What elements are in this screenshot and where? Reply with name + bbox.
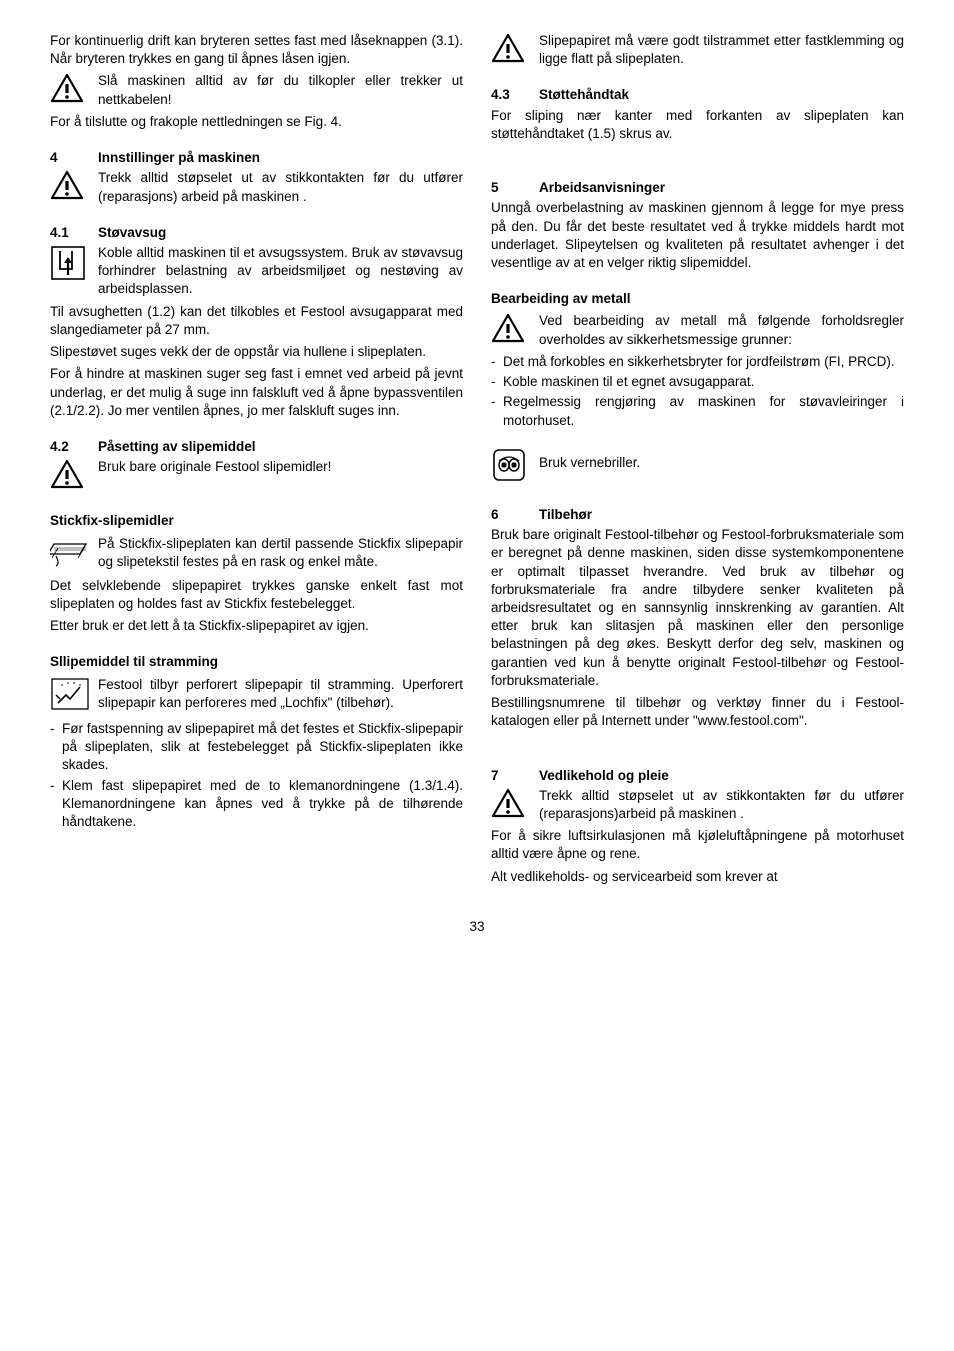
paragraph: For å tilslutte og frakople nettledninge… <box>50 113 463 131</box>
paragraph: Til avsughetten (1.2) kan det tilkobles … <box>50 303 463 339</box>
warning-text: Ved bearbeiding av metall må følgende fo… <box>539 312 904 348</box>
bullet-marker: - <box>491 393 503 429</box>
vacuum-block: Koble alltid maskinen til et avsugssyste… <box>50 244 463 299</box>
paragraph: For å hindre at maskinen suger seg fast … <box>50 365 463 420</box>
heading-4-2: 4.2 Påsetting av slipemiddel <box>50 438 463 456</box>
paragraph: Etter bruk er det lett å ta Stickfix-sli… <box>50 617 463 635</box>
bullet-text: Koble maskinen til et egnet avsugapparat… <box>503 373 904 391</box>
paragraph: Bestillingsnumrene til tilbehør og verkt… <box>491 694 904 730</box>
punch-block: Festool tilbyr perforert slipepapir til … <box>50 676 463 716</box>
subheading-metall: Bearbeiding av metall <box>491 290 904 308</box>
heading-number: 4.3 <box>491 86 539 104</box>
stickfix-block: På Stickfix-slipeplaten kan dertil passe… <box>50 535 463 573</box>
heading-text: Arbeidsanvisninger <box>539 179 904 197</box>
warning-icon <box>491 787 539 823</box>
warning-block: Slå maskinen alltid av før du tilkopler … <box>50 72 463 108</box>
paragraph: For kontinuerlig drift kan bryteren sett… <box>50 32 463 68</box>
heading-number: 5 <box>491 179 539 197</box>
goggles-text: Bruk vernebriller. <box>539 446 904 472</box>
heading-number: 4.1 <box>50 224 98 242</box>
stickfix-icon <box>50 535 98 573</box>
bullet-text: Før fastspenning av slipepapiret må det … <box>62 720 463 775</box>
heading-number: 4.2 <box>50 438 98 456</box>
goggles-icon <box>491 446 539 488</box>
warning-block: Slipepapiret må være godt tilstrammet et… <box>491 32 904 68</box>
heading-7: 7 Vedlikehold og pleie <box>491 767 904 785</box>
warning-text: Bruk bare originale Festool slipemidler! <box>98 458 463 476</box>
warning-text: Slå maskinen alltid av før du tilkopler … <box>98 72 463 108</box>
goggles-block: Bruk vernebriller. <box>491 446 904 488</box>
heading-number: 4 <box>50 149 98 167</box>
right-column: Slipepapiret må være godt tilstrammet et… <box>491 32 904 890</box>
bullet-text: Regelmessig rengjøring av maskinen for s… <box>503 393 904 429</box>
heading-5: 5 Arbeidsanvisninger <box>491 179 904 197</box>
paragraph: Slipestøvet suges vekk der de oppstår vi… <box>50 343 463 361</box>
paragraph: Bruk bare originalt Festool-tilbehør og … <box>491 526 904 690</box>
heading-text: Støvavsug <box>98 224 463 242</box>
warning-block: Trekk alltid støpselet ut av stikkontakt… <box>50 169 463 205</box>
bullet-marker: - <box>50 720 62 775</box>
warning-block: Trekk alltid støpselet ut av stikkontakt… <box>491 787 904 823</box>
punch-text: Festool tilbyr perforert slipepapir til … <box>98 676 463 712</box>
page-number: 33 <box>50 918 904 936</box>
subheading-slipemiddel: Sllipemiddel til stramming <box>50 653 463 671</box>
heading-text: Vedlikehold og pleie <box>539 767 904 785</box>
vacuum-text: Koble alltid maskinen til et avsugssyste… <box>98 244 463 299</box>
heading-text: Påsetting av slipemiddel <box>98 438 463 456</box>
list-item: - Før fastspenning av slipepapiret må de… <box>50 720 463 775</box>
bullet-text: Det må forkobles en sikkerhetsbryter for… <box>503 353 904 371</box>
paragraph: For sliping nær kanter med forkanten av … <box>491 107 904 143</box>
subheading-stickfix: Stickfix-slipemidler <box>50 512 463 530</box>
warning-icon <box>491 32 539 68</box>
bullet-marker: - <box>50 777 62 832</box>
bullet-marker: - <box>491 373 503 391</box>
list-item: - Regelmessig rengjøring av maskinen for… <box>491 393 904 429</box>
bullet-text: Klem fast slipepapiret med de to klemano… <box>62 777 463 832</box>
page-columns: For kontinuerlig drift kan bryteren sett… <box>50 32 904 890</box>
list-item: - Koble maskinen til et egnet avsugappar… <box>491 373 904 391</box>
heading-4-3: 4.3 Støttehåndtak <box>491 86 904 104</box>
heading-text: Støttehåndtak <box>539 86 904 104</box>
paragraph: For å sikre luftsirkulasjonen må kjølelu… <box>491 827 904 863</box>
punch-icon <box>50 676 98 716</box>
left-column: For kontinuerlig drift kan bryteren sett… <box>50 32 463 890</box>
paragraph: Det selvklebende slipepapiret trykkes ga… <box>50 577 463 613</box>
heading-4-1: 4.1 Støvavsug <box>50 224 463 242</box>
warning-icon <box>50 169 98 205</box>
heading-number: 7 <box>491 767 539 785</box>
heading-4: 4 Innstillinger på maskinen <box>50 149 463 167</box>
heading-number: 6 <box>491 506 539 524</box>
stickfix-text: På Stickfix-slipeplaten kan dertil passe… <box>98 535 463 571</box>
list-item: - Det må forkobles en sikkerhetsbryter f… <box>491 353 904 371</box>
list-item: - Klem fast slipepapiret med de to klema… <box>50 777 463 832</box>
heading-text: Tilbehør <box>539 506 904 524</box>
heading-text: Innstillinger på maskinen <box>98 149 463 167</box>
warning-text: Slipepapiret må være godt tilstrammet et… <box>539 32 904 68</box>
warning-icon <box>50 458 98 494</box>
paragraph: Unngå overbelastning av maskinen gjennom… <box>491 199 904 272</box>
warning-text: Trekk alltid støpselet ut av stikkontakt… <box>98 169 463 205</box>
paragraph: Alt vedlikeholds- og servicearbeid som k… <box>491 868 904 886</box>
warning-text: Trekk alltid støpselet ut av stikkontakt… <box>539 787 904 823</box>
vacuum-icon <box>50 244 98 286</box>
bullet-marker: - <box>491 353 503 371</box>
warning-block: Bruk bare originale Festool slipemidler! <box>50 458 463 494</box>
warning-icon <box>491 312 539 348</box>
warning-icon <box>50 72 98 108</box>
warning-block: Ved bearbeiding av metall må følgende fo… <box>491 312 904 348</box>
heading-6: 6 Tilbehør <box>491 506 904 524</box>
